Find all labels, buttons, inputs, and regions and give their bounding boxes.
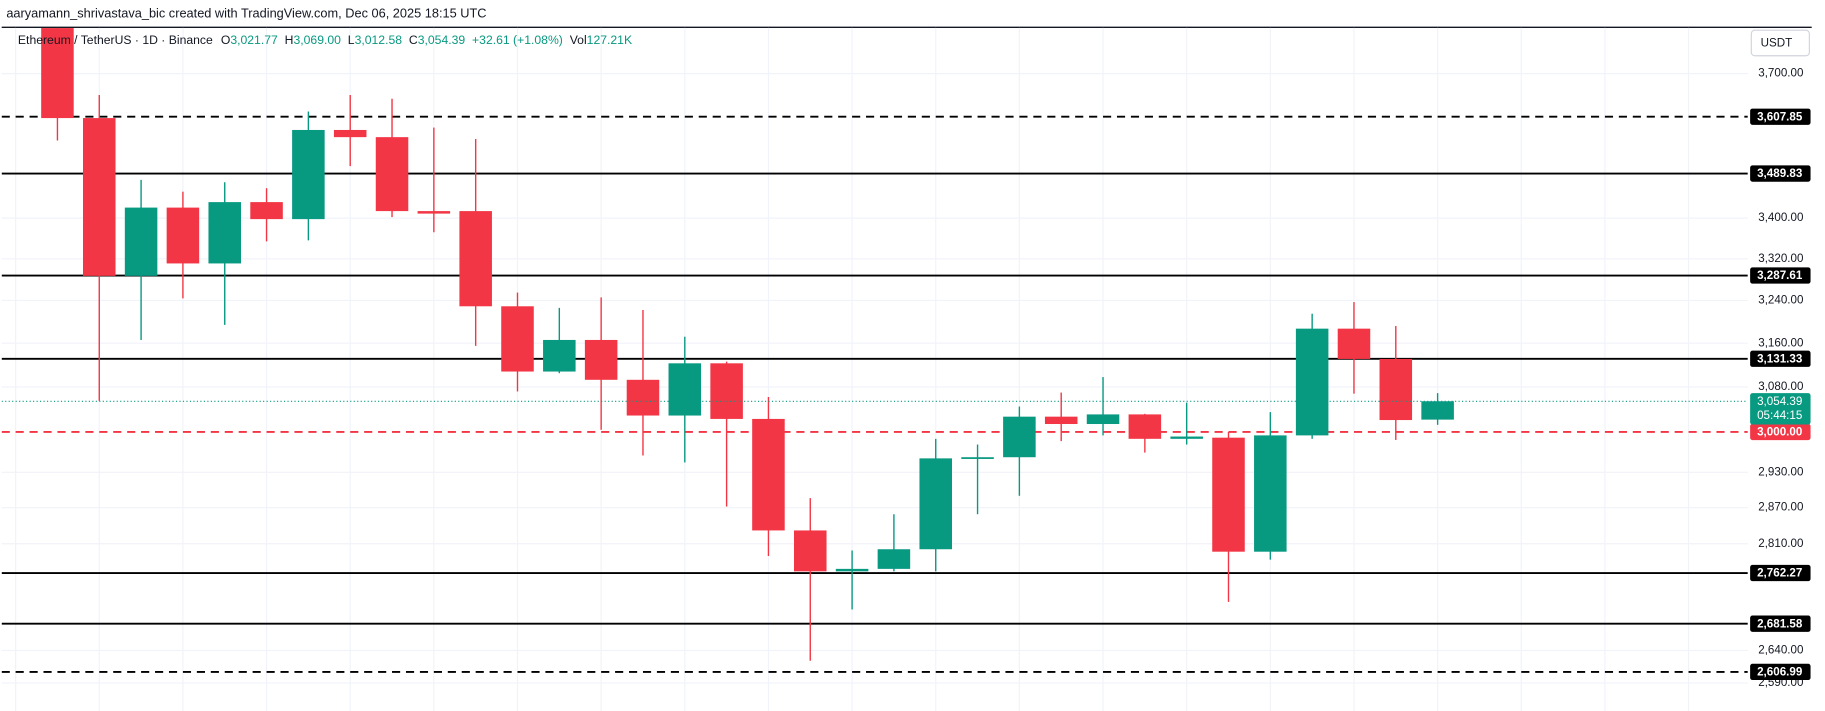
level-label-box [1750,423,1811,441]
candle-body [961,457,994,459]
y-tick-label: 3,320.00 [1758,252,1803,265]
candle-body [835,568,869,572]
level-label: 2,762.27 [1757,567,1802,580]
candle-body [250,202,283,220]
level-label: 3,489.83 [1757,167,1803,180]
level-label-box [1750,663,1811,681]
level-label-box [1750,615,1811,632]
candle-body [501,306,534,372]
candle-body [124,207,158,276]
legend-label: L [348,33,355,47]
candle-body [1170,436,1203,439]
last-price-label: 3,054.39 [1757,395,1802,408]
y-tick-label: 3,240.00 [1758,294,1803,307]
candle-body [333,129,367,138]
y-tick-label: 3,400.00 [1758,211,1803,224]
level-label-box [1750,165,1811,182]
level-label-box [1750,267,1811,284]
level-label: 2,606.99 [1757,666,1803,679]
level-label-box [1750,564,1811,582]
candle-body [83,118,116,276]
legend-label: C [409,33,418,47]
plot [1,27,1748,673]
candle-body [668,363,702,416]
header: aaryamann_shrivastava_bic created with T… [6,5,486,20]
y-tick-label: 3,160.00 [1758,336,1803,349]
y-tick-label: 2,930.00 [1758,465,1803,478]
candle-body [292,129,325,220]
price-axis: USDT 3,700.00 3,400.00 3,320.00 3,240.00 3,1… [1750,29,1811,689]
candle-body [584,339,618,380]
level-label: 3,131.33 [1757,352,1803,365]
candle-body [1254,435,1287,552]
legend-value: 3,021.77 [230,33,278,47]
level-label-box [1750,350,1811,367]
candle-body [1337,328,1371,359]
candle-body [1295,328,1329,436]
legend-symbol: Ethereum / TetherUS · 1D · Binance [18,33,213,47]
y-tick-label: 2,640.00 [1758,643,1803,656]
candle-body [208,202,241,264]
level-label: 3,000.00 [1757,426,1802,439]
level-label-box [1750,108,1811,125]
legend-value: 3,069.00 [293,33,341,47]
candle-body [417,211,451,214]
legend-value: 3,012.58 [355,33,403,47]
last-price-box [1750,393,1811,425]
candle-body [166,207,200,264]
candle-body [459,211,492,307]
candle-body [41,28,74,119]
level-label: 3,287.61 [1757,269,1803,282]
candle-body [1128,414,1162,439]
candle-body [1044,416,1078,425]
level-label: 2,681.58 [1757,617,1803,630]
legend-value: 3,054.39 [418,33,466,47]
candle-body [543,339,576,372]
candle-body [752,418,785,531]
legend-label: O [221,33,230,47]
candle-body [375,137,409,212]
candle-body [1212,437,1245,552]
legend-label: H [285,33,294,47]
candle-body [1003,416,1036,458]
candle-body [626,379,660,416]
legend-volume-label: Vol [570,33,587,47]
y-tick-label: 2,810.00 [1758,537,1803,550]
legend: Ethereum / TetherUS · 1D · Binance O3,02… [18,33,632,47]
y-tick-label: 3,700.00 [1758,67,1803,80]
candle-body [794,530,827,572]
legend-change: +32.61 (+1.08%) [472,33,563,47]
countdown: 05:44:15 [1757,409,1802,422]
level-label: 3,607.85 [1757,110,1803,123]
candle-body [710,363,743,419]
candle-body [1379,358,1413,421]
y-tick-label: 3,080.00 [1758,380,1803,393]
currency-box [1750,29,1810,57]
candle-body [919,458,952,550]
candle-body [877,549,911,569]
legend-volume: 127.21K [587,33,632,47]
candle-body [1086,414,1120,425]
y-tick-label: 2,870.00 [1758,501,1803,514]
currency: USDT [1761,37,1793,50]
candle-body [1421,401,1454,420]
